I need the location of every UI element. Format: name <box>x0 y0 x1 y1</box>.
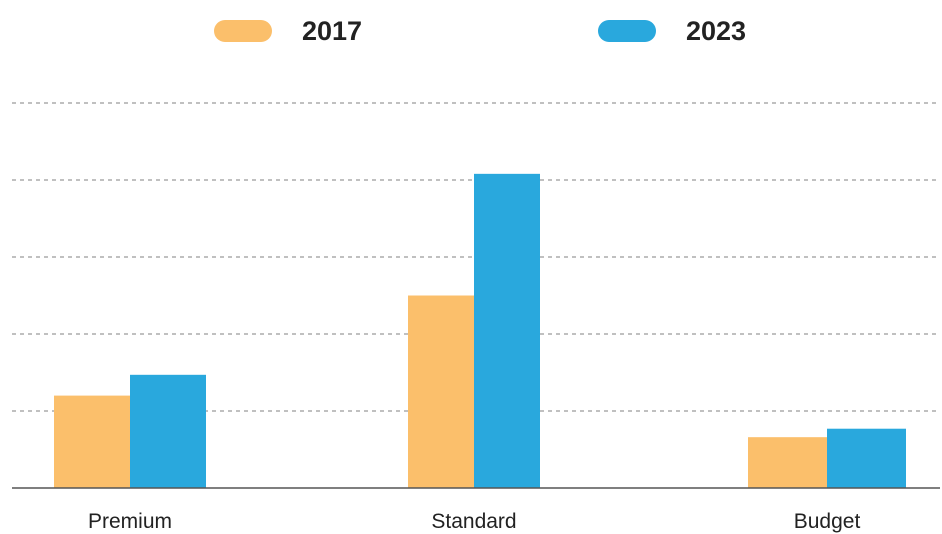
bar-budget-2023 <box>827 428 906 488</box>
legend-item-2017: 2017 <box>214 16 362 46</box>
legend-label-2017: 2017 <box>302 16 362 46</box>
legend: 2017 2023 <box>214 16 746 46</box>
bar-budget-2017 <box>748 437 827 488</box>
x-tick-label-premium: Premium <box>88 510 172 533</box>
bar-premium-2023 <box>130 374 206 488</box>
bar-standard-2017 <box>408 295 474 488</box>
legend-swatch-2023 <box>598 20 656 42</box>
bar-standard-2023 <box>474 173 540 488</box>
legend-item-2023: 2023 <box>598 16 746 46</box>
x-tick-label-standard: Standard <box>431 510 516 533</box>
bar-premium-2017 <box>54 395 130 488</box>
legend-swatch-2017 <box>214 20 272 42</box>
legend-label-2023: 2023 <box>686 16 746 46</box>
x-axis-tick-labels: Premium Standard Budget <box>88 510 860 533</box>
x-tick-label-budget: Budget <box>794 510 861 533</box>
bars <box>54 173 906 488</box>
